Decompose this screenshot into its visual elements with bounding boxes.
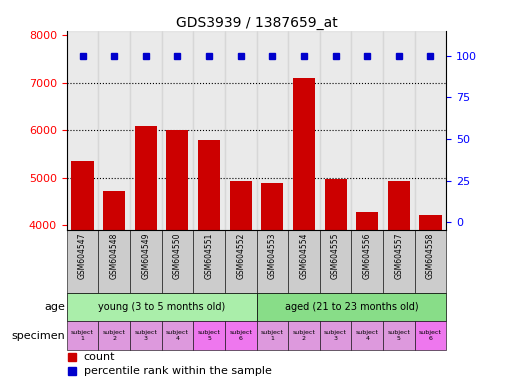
Text: GSM604555: GSM604555	[331, 233, 340, 279]
Bar	[193, 321, 225, 350]
Bar	[198, 140, 220, 384]
Text: subject
4: subject 4	[166, 330, 189, 341]
Bar	[130, 230, 162, 293]
Bar	[225, 230, 256, 293]
Bar	[67, 230, 98, 293]
Text: GSM604550: GSM604550	[173, 233, 182, 279]
Text: subject
5: subject 5	[387, 330, 410, 341]
Bar	[166, 130, 188, 384]
Bar	[288, 230, 320, 293]
Text: GSM604549: GSM604549	[141, 233, 150, 279]
Bar	[67, 321, 98, 350]
Bar	[351, 31, 383, 230]
Bar	[351, 230, 383, 293]
Text: count: count	[84, 352, 115, 362]
Bar	[415, 31, 446, 230]
Text: subject
1: subject 1	[261, 330, 284, 341]
Text: subject
5: subject 5	[198, 330, 221, 341]
Bar	[130, 31, 162, 230]
Text: age: age	[44, 302, 65, 312]
Text: GSM604551: GSM604551	[205, 233, 213, 279]
Bar	[225, 31, 256, 230]
Bar	[193, 230, 225, 293]
Bar	[383, 31, 415, 230]
Bar	[98, 321, 130, 350]
Text: GSM604554: GSM604554	[300, 233, 308, 279]
Text: subject
3: subject 3	[134, 330, 157, 341]
Title: GDS3939 / 1387659_at: GDS3939 / 1387659_at	[175, 16, 338, 30]
Bar	[261, 183, 283, 384]
Text: specimen: specimen	[11, 331, 65, 341]
Bar	[293, 78, 315, 384]
Bar	[415, 230, 446, 293]
Bar	[383, 230, 415, 293]
Bar	[288, 31, 320, 230]
Bar	[98, 31, 130, 230]
Bar	[256, 321, 288, 350]
Bar	[320, 321, 351, 350]
Bar	[325, 179, 347, 384]
Bar	[162, 31, 193, 230]
Bar	[67, 31, 98, 230]
Text: subject
6: subject 6	[229, 330, 252, 341]
Bar	[130, 321, 162, 350]
Text: GSM604553: GSM604553	[268, 233, 277, 279]
Text: GSM604556: GSM604556	[363, 233, 372, 279]
Text: subject
2: subject 2	[103, 330, 126, 341]
Text: GSM604557: GSM604557	[394, 233, 403, 279]
Text: subject
1: subject 1	[71, 330, 94, 341]
Bar	[356, 212, 378, 384]
Text: subject
6: subject 6	[419, 330, 442, 341]
Bar	[320, 230, 351, 293]
Text: percentile rank within the sample: percentile rank within the sample	[84, 366, 272, 376]
Bar	[388, 181, 410, 384]
Bar	[193, 31, 225, 230]
Text: aged (21 to 23 months old): aged (21 to 23 months old)	[285, 302, 418, 312]
Text: subject
4: subject 4	[356, 330, 379, 341]
Bar	[103, 191, 125, 384]
Bar	[288, 321, 320, 350]
Bar	[67, 293, 256, 321]
Bar	[230, 181, 252, 384]
Bar	[256, 31, 288, 230]
Bar	[256, 230, 288, 293]
Text: subject
3: subject 3	[324, 330, 347, 341]
Text: young (3 to 5 months old): young (3 to 5 months old)	[98, 302, 225, 312]
Bar	[225, 321, 256, 350]
Bar	[383, 321, 415, 350]
Bar	[98, 230, 130, 293]
Text: GSM604558: GSM604558	[426, 233, 435, 279]
Text: GSM604552: GSM604552	[236, 233, 245, 279]
Text: GSM604547: GSM604547	[78, 233, 87, 279]
Bar	[162, 230, 193, 293]
Text: GSM604548: GSM604548	[110, 233, 119, 279]
Bar	[256, 293, 446, 321]
Bar	[320, 31, 351, 230]
Bar	[71, 161, 93, 384]
Bar	[162, 321, 193, 350]
Bar	[135, 126, 157, 384]
Bar	[420, 215, 442, 384]
Bar	[415, 321, 446, 350]
Text: subject
2: subject 2	[292, 330, 315, 341]
Bar	[351, 321, 383, 350]
